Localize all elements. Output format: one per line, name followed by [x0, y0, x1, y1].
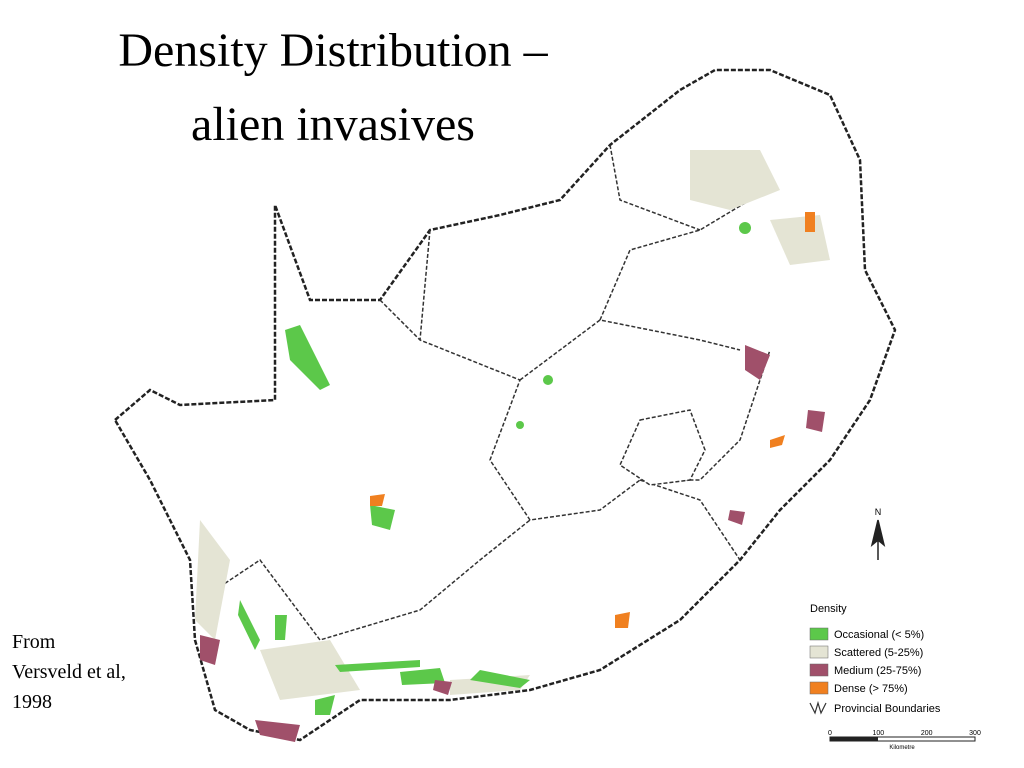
source-line: From [12, 631, 56, 653]
north-arrow: N [870, 507, 886, 560]
country-outline [113, 68, 897, 742]
provincial-boundaries [199, 144, 771, 641]
north-label: N [875, 507, 882, 517]
source-line: Versveld et al, [12, 661, 126, 683]
legend-label: Dense (> 75%) [834, 683, 908, 695]
source-line: 1998 [12, 691, 52, 713]
title-line: alien invasives [191, 98, 475, 151]
legend: Density Provincial Boundaries Occasional… [809, 603, 941, 715]
legend-label: Medium (25-75%) [834, 665, 921, 677]
north-symbol [870, 519, 886, 560]
scale-bar: Kilometre 0 100 200 300 [828, 730, 981, 751]
legend-swatch [809, 663, 829, 677]
scale-tick-label: 200 [921, 730, 933, 737]
legend-label: Scattered (5-25%) [834, 647, 923, 659]
density-patches [195, 150, 830, 742]
scale-segment [830, 737, 878, 741]
scale-tick-label: 300 [969, 730, 981, 737]
map [113, 68, 897, 742]
legend-label: Provincial Boundaries [834, 703, 941, 715]
legend-swatch [809, 645, 829, 659]
legend-swatch [809, 681, 829, 695]
lesotho [619, 409, 706, 486]
scale-unit: Kilometre [889, 745, 915, 751]
boundary-symbol [809, 700, 827, 715]
legend-label: Occasional (< 5%) [834, 629, 924, 641]
legend-swatch [809, 627, 829, 641]
title-line: Density Distribution – [118, 24, 548, 77]
scale-tick-label: 100 [872, 730, 884, 737]
legend-title: Density [810, 603, 847, 615]
scale-tick-label: 0 [828, 730, 832, 737]
